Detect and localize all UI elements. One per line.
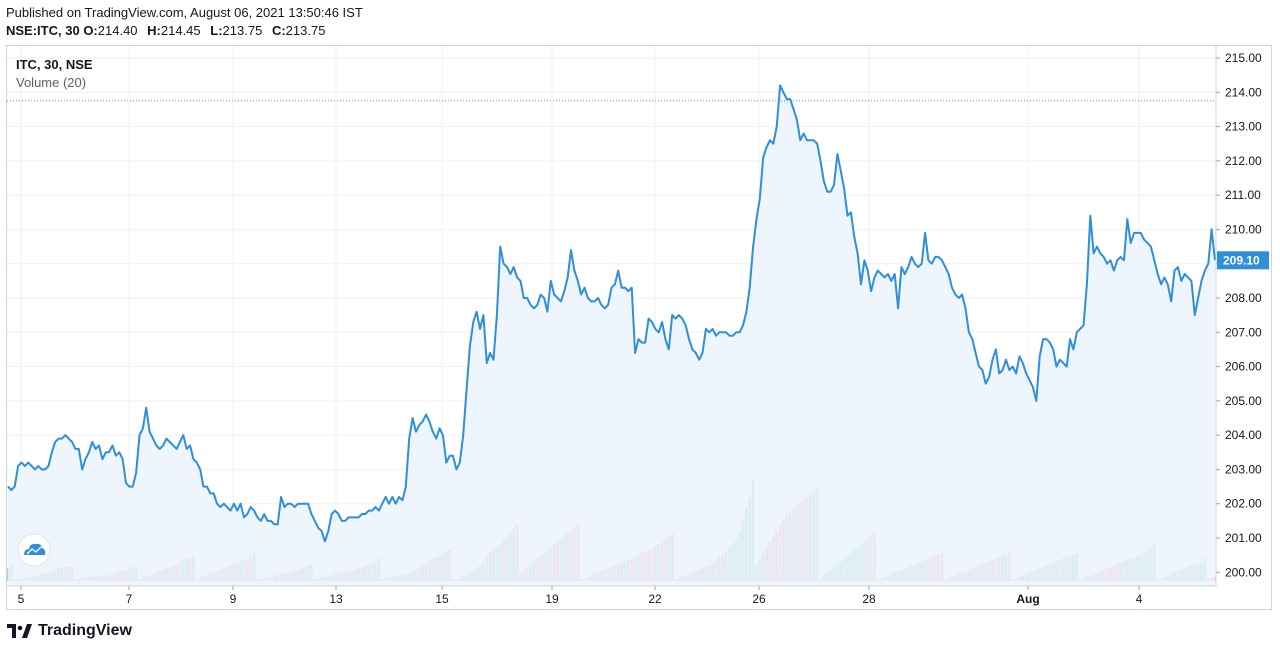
- open-value: 214.40: [97, 23, 138, 38]
- price-chart[interactable]: 215.00 214.00 213.00 212.00 211.00 210.00 209.…: [7, 46, 1271, 609]
- y-tick-label: 213.00: [1225, 120, 1262, 134]
- y-tick-label: 208.00: [1225, 291, 1262, 305]
- tradingview-brand[interactable]: TradingView: [7, 622, 132, 640]
- price-area-fill: [8, 85, 1215, 587]
- high-label: H:: [147, 23, 161, 38]
- y-tick-label: 214.00: [1225, 85, 1262, 99]
- y-tick-label: 212.00: [1225, 154, 1262, 168]
- y-tick-label: 205.00: [1225, 394, 1262, 408]
- y-tick-label: 202.00: [1225, 497, 1262, 511]
- x-tick-label: 15: [435, 592, 449, 606]
- x-tick-label: Aug: [1016, 592, 1039, 606]
- last-price-label: 209.10: [1223, 253, 1260, 267]
- x-tick-label: 22: [648, 592, 662, 606]
- tv-logo-badge: [17, 533, 51, 567]
- legend-volume: Volume (20): [16, 75, 87, 90]
- ohlc-summary: NSE:ITC, 30 O:214.40 H:214.45 L:213.75 C…: [6, 23, 331, 38]
- y-tick-label: 200.00: [1225, 565, 1262, 579]
- chart-frame: [6, 45, 1272, 610]
- last-price-badge: [1217, 251, 1269, 270]
- y-tick-label: 206.00: [1225, 360, 1262, 374]
- x-tick-label: 9: [230, 592, 237, 606]
- x-tick-label: 7: [126, 592, 133, 606]
- y-tick-label: 210.00: [1225, 222, 1262, 236]
- x-tick-label: 26: [752, 592, 766, 606]
- x-tick-label: 5: [18, 592, 25, 606]
- high-value: 214.45: [160, 23, 201, 38]
- low-label: L:: [210, 23, 223, 38]
- tradingview-logo-icon: [7, 624, 32, 638]
- close-value: 213.75: [285, 23, 326, 38]
- symbol-interval: NSE:ITC, 30: [6, 23, 80, 38]
- y-tick-label: 204.00: [1225, 428, 1262, 442]
- x-tick-label: 13: [329, 592, 343, 606]
- y-tick-label: 215.00: [1225, 51, 1262, 65]
- y-tick-label: 201.00: [1225, 531, 1262, 545]
- published-info: Published on TradingView.com, August 06,…: [6, 5, 363, 20]
- price-area: [8, 85, 1215, 587]
- y-tick-label: 203.00: [1225, 462, 1262, 476]
- price-line-path: [7, 84, 1216, 543]
- axes: 215.00 214.00 213.00 212.00 211.00 210.00 209.…: [7, 46, 1269, 606]
- brand-name: TradingView: [38, 622, 132, 639]
- y-tick-label: 211.00: [1225, 188, 1261, 202]
- close-label: C:: [271, 23, 286, 38]
- legend-symbol: ITC, 30, NSE: [16, 57, 93, 72]
- low-value: 213.75: [222, 23, 263, 38]
- price-line: [7, 84, 1216, 543]
- open-label: O:: [83, 23, 98, 38]
- x-tick-label: 28: [862, 592, 876, 606]
- trend-icon: [26, 546, 42, 555]
- x-tick-label: 19: [545, 592, 559, 606]
- y-tick-label: 207.00: [1225, 325, 1262, 339]
- x-tick-label: 4: [1136, 592, 1143, 606]
